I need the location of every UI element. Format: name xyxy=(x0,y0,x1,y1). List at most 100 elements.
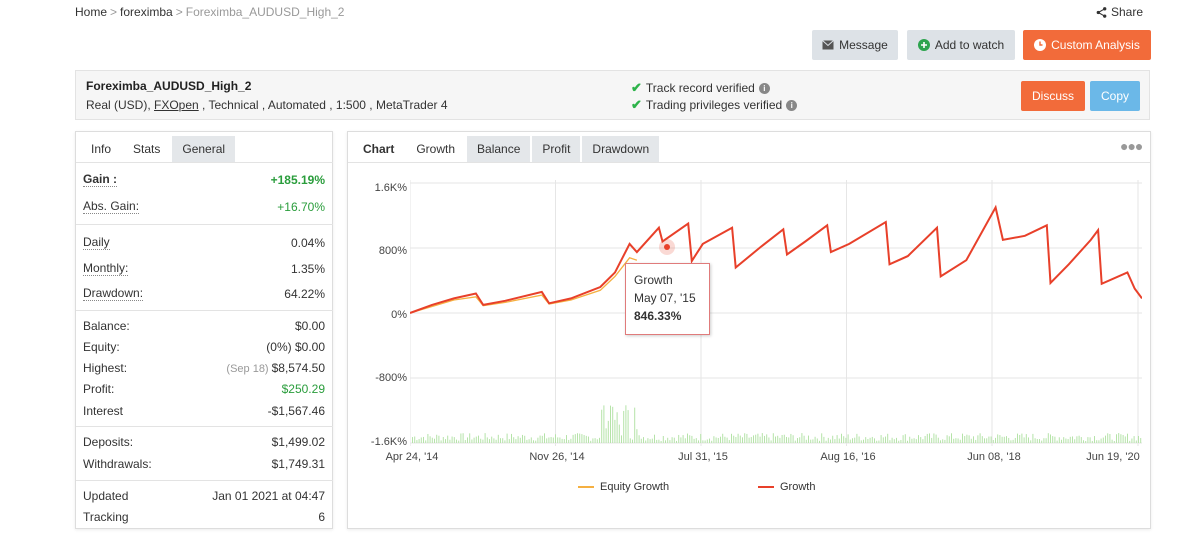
stat-gain: Gain : +185.19% xyxy=(83,170,325,190)
stat-label[interactable]: Drawdown: xyxy=(83,286,144,301)
volume-bar xyxy=(997,434,999,443)
discuss-button[interactable]: Discuss xyxy=(1021,81,1085,111)
volume-bar xyxy=(709,438,710,443)
breadcrumb-parent[interactable]: foreximba xyxy=(120,5,173,19)
copy-button[interactable]: Copy xyxy=(1090,81,1140,111)
broker-link[interactable]: FXOpen xyxy=(154,98,199,112)
tab-growth[interactable]: Growth xyxy=(406,136,466,162)
volume-bar xyxy=(1100,438,1102,443)
volume-bar xyxy=(1129,440,1131,443)
stat-label[interactable]: Abs. Gain: xyxy=(83,199,140,214)
volume-bar xyxy=(546,438,548,443)
volume-bar xyxy=(1102,437,1104,443)
stat-label[interactable]: Daily xyxy=(83,235,110,250)
volume-bar xyxy=(733,435,735,443)
volume-bar xyxy=(695,438,697,443)
volume-bar xyxy=(777,435,779,443)
volume-bar xyxy=(605,428,607,443)
highest-value: $8,574.50 xyxy=(271,361,325,375)
volume-bar xyxy=(739,435,741,443)
tab-profit[interactable]: Profit xyxy=(532,136,581,162)
info-icon[interactable]: i xyxy=(758,82,770,94)
volume-bar xyxy=(1080,437,1082,443)
hover-marker xyxy=(664,244,670,250)
divider xyxy=(348,162,1150,163)
volume-bar xyxy=(821,433,823,443)
volume-bar xyxy=(731,433,732,443)
volume-bar xyxy=(458,440,460,443)
volume-bar xyxy=(469,433,471,443)
volume-bar xyxy=(658,439,660,443)
volume-bar xyxy=(717,437,719,443)
tab-stats[interactable]: Stats xyxy=(123,136,171,162)
volume-bar xyxy=(638,435,640,443)
stat-monthly: Monthly: 1.35% xyxy=(83,259,325,279)
custom-analysis-button[interactable]: Custom Analysis xyxy=(1023,30,1151,60)
volume-bar xyxy=(953,438,955,443)
volume-bar xyxy=(973,436,974,443)
volume-bar xyxy=(766,434,768,443)
y-tick-label: 0% xyxy=(391,309,407,321)
volume-bar xyxy=(561,438,563,443)
volume-bar xyxy=(863,439,864,443)
volume-bar xyxy=(880,435,882,443)
stat-tracking: Tracking 6 xyxy=(83,507,325,527)
stat-label[interactable]: Monthly: xyxy=(83,261,129,276)
discuss-label: Discuss xyxy=(1031,89,1074,103)
stat-balance: Balance: $0.00 xyxy=(83,316,325,336)
volume-bar xyxy=(935,434,937,443)
info-icon[interactable]: i xyxy=(786,99,798,111)
volume-bar xyxy=(843,436,845,443)
x-tick-label: Jun 19, '20 xyxy=(1086,451,1140,463)
tab-balance[interactable]: Balance xyxy=(467,136,531,162)
stat-label[interactable]: Gain : xyxy=(83,172,118,187)
volume-bar xyxy=(830,439,831,443)
volume-bar xyxy=(986,438,988,443)
volume-bar xyxy=(495,439,497,443)
volume-bar xyxy=(984,438,985,443)
volume-bar xyxy=(660,440,662,443)
stat-value: $1,749.31 xyxy=(271,457,325,471)
volume-bar xyxy=(445,439,446,443)
volume-bar xyxy=(1063,437,1065,443)
volume-bar xyxy=(607,420,609,443)
volume-bar xyxy=(656,439,658,443)
volume-bar xyxy=(713,436,715,443)
volume-bar xyxy=(440,440,442,443)
stat-label: Interest xyxy=(83,403,124,418)
volume-bar xyxy=(1087,437,1089,443)
message-button[interactable]: Message xyxy=(812,30,898,60)
trading-privileges-status: ✔ Trading privileges verified i xyxy=(631,97,798,113)
breadcrumb-separator: > xyxy=(110,5,118,19)
tab-general[interactable]: General xyxy=(172,136,236,162)
legend-growth[interactable]: Growth xyxy=(758,481,815,493)
volume-bar xyxy=(814,436,816,443)
volume-bar xyxy=(768,437,770,443)
volume-bar xyxy=(671,437,673,443)
divider xyxy=(76,480,333,481)
x-tick-label: Nov 26, '14 xyxy=(529,451,585,463)
volume-bar xyxy=(464,440,466,443)
volume-bar xyxy=(788,437,790,443)
stat-label: Tracking xyxy=(83,509,129,524)
more-options-icon[interactable]: ●●● xyxy=(1120,138,1143,154)
tab-drawdown[interactable]: Drawdown xyxy=(582,136,660,162)
volume-bar xyxy=(456,439,457,443)
volume-bar xyxy=(790,433,792,443)
breadcrumb-home[interactable]: Home xyxy=(75,5,108,19)
stat-label: Highest: xyxy=(83,360,128,375)
volume-bar xyxy=(878,440,880,443)
volume-bar xyxy=(1111,439,1113,443)
legend-equity-growth[interactable]: Equity Growth xyxy=(578,481,669,493)
volume-bar xyxy=(995,437,996,443)
volume-bar xyxy=(955,438,957,443)
volume-bar xyxy=(581,434,583,443)
stat-value: $250.29 xyxy=(281,382,325,396)
share-button[interactable]: Share xyxy=(1096,5,1143,19)
add-to-watch-button[interactable]: Add to watch xyxy=(907,30,1015,60)
tab-info[interactable]: Info xyxy=(91,142,112,156)
volume-bar xyxy=(753,435,754,443)
volume-bar xyxy=(970,438,972,443)
volume-bar xyxy=(748,437,750,443)
volume-bar xyxy=(964,436,966,443)
